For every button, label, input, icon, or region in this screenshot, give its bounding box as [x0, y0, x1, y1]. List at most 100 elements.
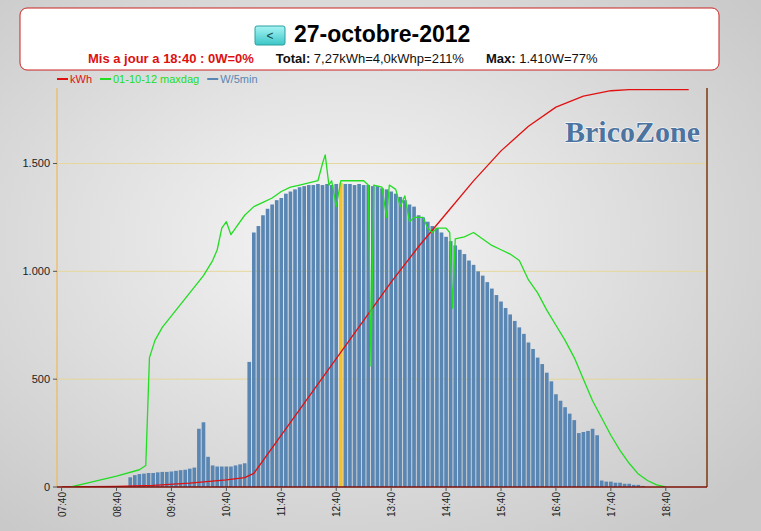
- bar: [334, 184, 338, 487]
- bar: [572, 420, 576, 487]
- bar: [527, 342, 531, 487]
- nav-button[interactable]: <: [255, 26, 285, 45]
- bar: [522, 334, 526, 487]
- subtitle-value: 1.410W=77%: [516, 51, 598, 66]
- y-tick-label: 500: [32, 373, 50, 385]
- bar: [408, 204, 412, 487]
- bar: [563, 407, 567, 487]
- bar: [591, 429, 595, 487]
- y-axis: [56, 88, 57, 487]
- bar: [316, 184, 320, 487]
- bar: [257, 226, 261, 487]
- bar: [458, 250, 462, 487]
- bar: [325, 184, 329, 487]
- bar: [344, 184, 348, 487]
- bar: [504, 308, 508, 487]
- bar: [476, 271, 480, 487]
- x-tick: [501, 487, 502, 491]
- line-series: [62, 90, 689, 487]
- bar: [192, 468, 196, 487]
- x-tick-label: 07:40: [57, 492, 68, 517]
- bar: [289, 192, 293, 487]
- subtitle: Max: 1.410W=77%: [486, 51, 598, 66]
- bar: [550, 381, 554, 487]
- bar: [380, 188, 384, 487]
- background: [0, 0, 761, 531]
- y-tick: [53, 379, 57, 380]
- y2-axis: [706, 88, 708, 487]
- y-tick: [53, 487, 57, 488]
- x-tick: [226, 487, 227, 491]
- bar: [554, 394, 558, 487]
- bar: [302, 186, 306, 487]
- bar: [431, 226, 435, 487]
- bar: [467, 261, 471, 487]
- bar: [577, 433, 581, 487]
- bar: [307, 185, 311, 487]
- bar: [444, 237, 448, 487]
- bar: [604, 482, 608, 487]
- bar: [362, 185, 366, 487]
- bar: [321, 185, 325, 487]
- subtitle-value: 7,27kWh=4,0kWhp=211%: [310, 51, 464, 66]
- bar: [600, 481, 604, 487]
- bar: [298, 187, 302, 487]
- y-tick: [53, 163, 57, 164]
- bar: [545, 373, 549, 487]
- x-tick: [61, 487, 62, 491]
- bar: [357, 184, 361, 487]
- x-tick-label: 08:40: [112, 492, 123, 517]
- bar: [398, 197, 402, 487]
- x-tick: [116, 487, 117, 491]
- bar: [348, 184, 352, 487]
- bar: [284, 194, 288, 487]
- legend-item: kWh: [57, 73, 92, 85]
- bar: [536, 358, 540, 487]
- grid-line: [57, 487, 707, 488]
- subtitle-label: Total:: [276, 51, 310, 66]
- bar: [389, 192, 393, 487]
- x-tick: [665, 487, 666, 491]
- x-tick-label: 12:40: [331, 492, 342, 517]
- bar: [353, 185, 357, 487]
- bar: [499, 302, 503, 487]
- x-tick: [555, 487, 556, 491]
- bar: [312, 185, 316, 487]
- bar: [293, 189, 297, 487]
- y-tick: [53, 271, 57, 272]
- x-tick: [610, 487, 611, 491]
- x-tick-label: 13:40: [386, 492, 397, 517]
- bar: [270, 204, 274, 487]
- bar: [463, 254, 467, 487]
- bar: [238, 464, 242, 487]
- grid-line: [57, 163, 707, 164]
- bar: [412, 207, 416, 487]
- x-tick: [281, 487, 282, 491]
- bar: [531, 349, 535, 487]
- plot-marks: [62, 90, 689, 487]
- bar-series: [128, 183, 644, 487]
- x-tick-label: 14:40: [441, 492, 452, 517]
- bar: [417, 215, 421, 487]
- nav-button-bg[interactable]: [255, 26, 285, 45]
- x-tick: [446, 487, 447, 491]
- bar: [609, 482, 613, 487]
- x-tick-label: 11:40: [276, 492, 287, 517]
- subtitle-label: Max:: [486, 51, 516, 66]
- nav-button-label[interactable]: <: [266, 29, 273, 43]
- legend-label: 01-10-12 maxdag: [113, 73, 199, 85]
- bar: [206, 457, 210, 487]
- y-tick-label: 0: [44, 481, 50, 493]
- chart-root: <27-octobre-2012Mis a jour a 18:40 : 0W=…: [0, 0, 761, 531]
- subtitle: Mis a jour a 18:40 : 0W=0%: [88, 51, 254, 66]
- bar: [559, 401, 563, 487]
- x-tick: [336, 487, 337, 491]
- bar: [220, 467, 224, 487]
- legend-swatch: [207, 78, 218, 80]
- legend-label: W/5min: [220, 73, 257, 85]
- y-tick-label: 1.500: [22, 157, 50, 169]
- x-tick: [391, 487, 392, 491]
- x-tick-label: 17:40: [606, 492, 617, 517]
- bar: [279, 198, 283, 487]
- line-series: [71, 155, 666, 487]
